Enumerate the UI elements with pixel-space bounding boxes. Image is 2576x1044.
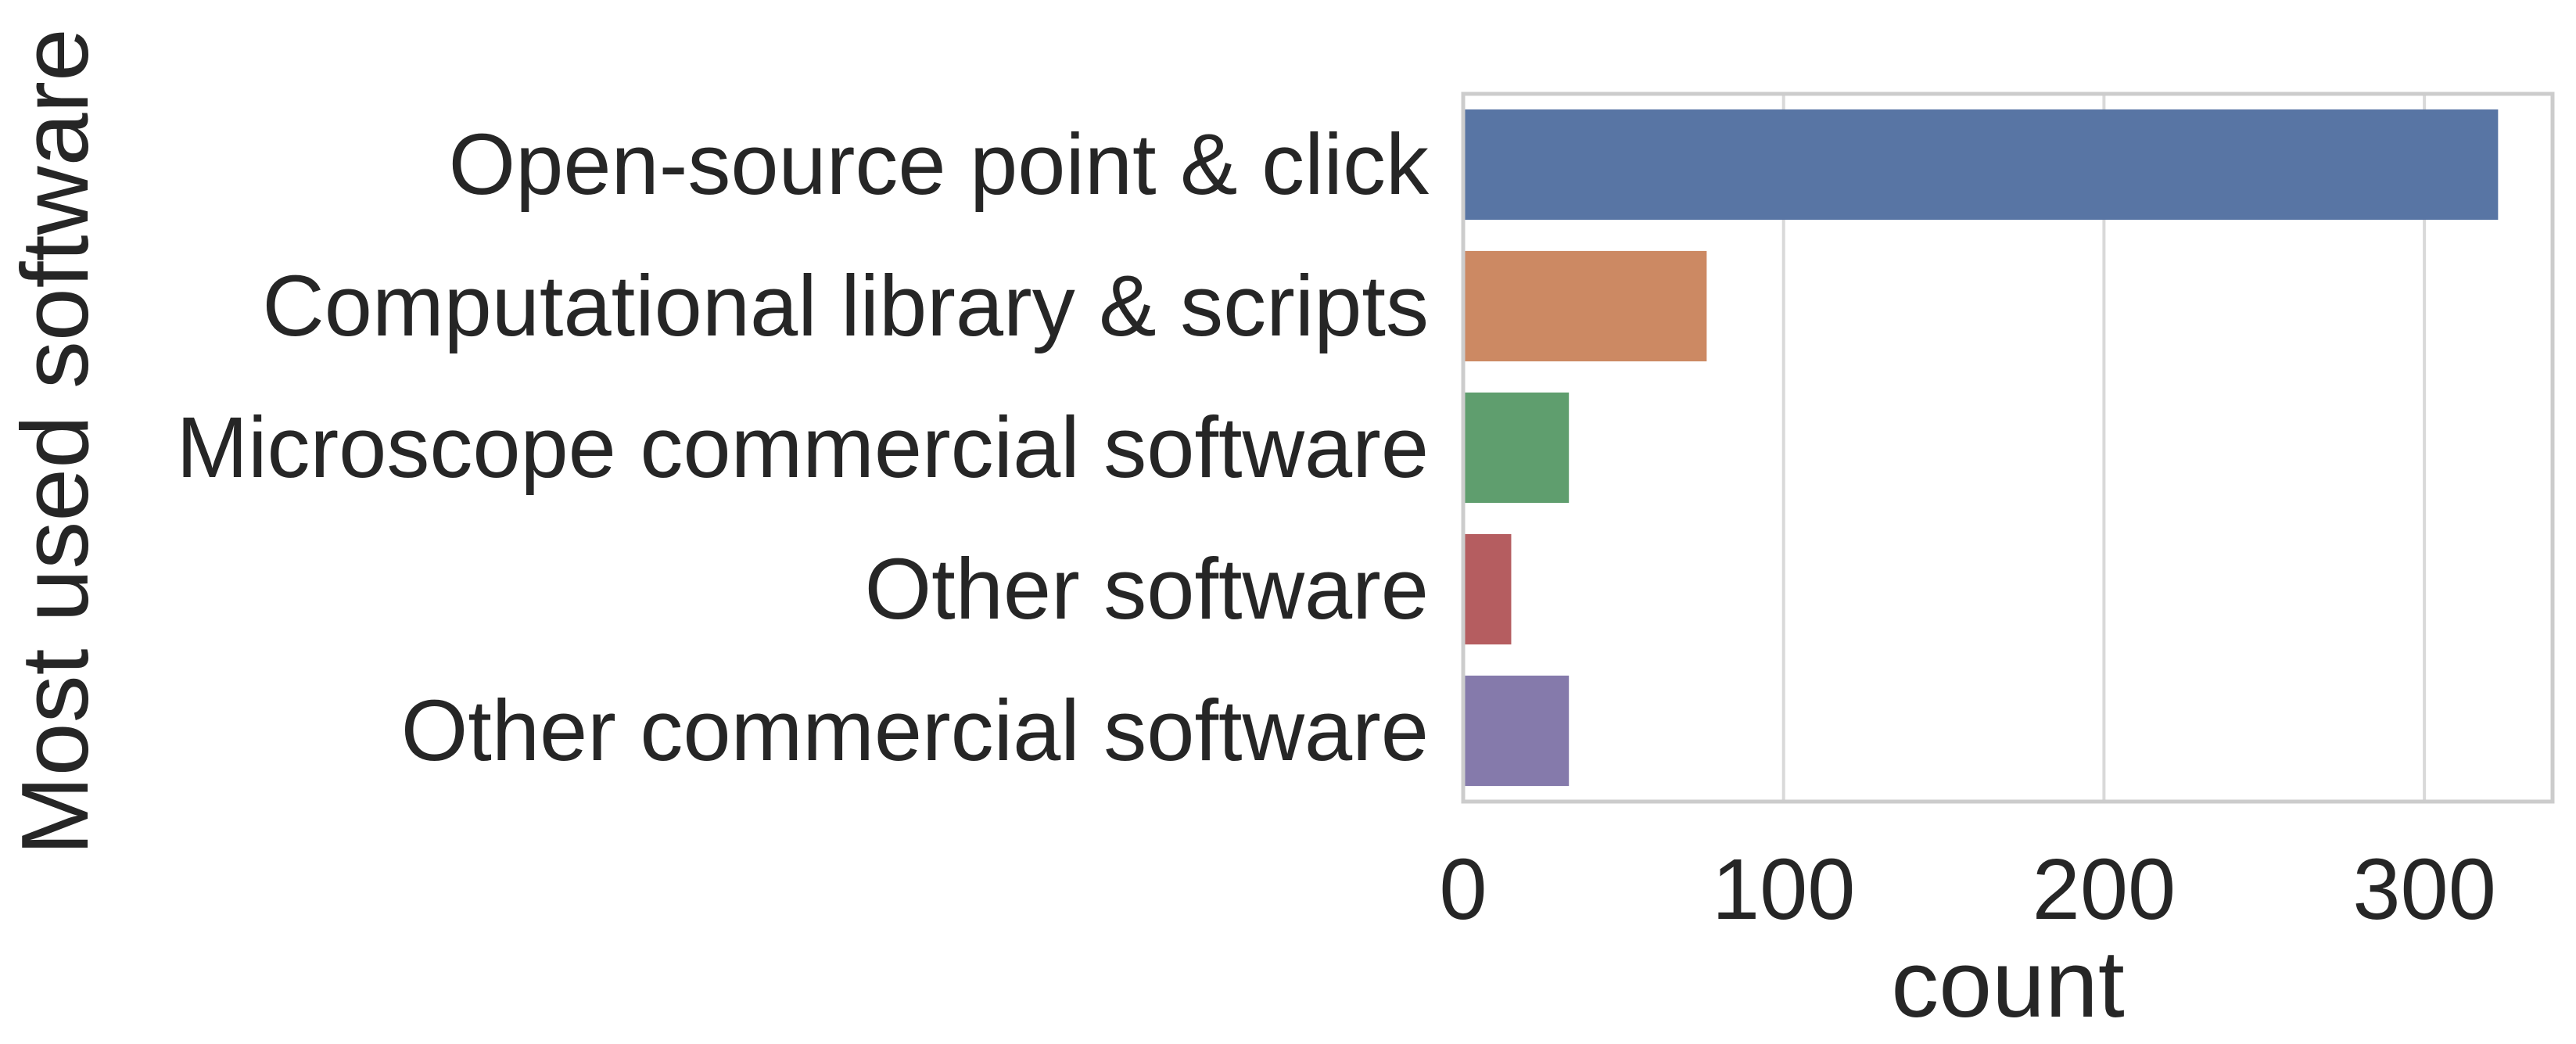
bar: [1463, 109, 2499, 221]
category-label: Microscope commercial software: [176, 400, 1429, 496]
category-label: Other commercial software: [401, 683, 1429, 779]
x-tick-label: 300: [2352, 841, 2496, 938]
bars: [1463, 109, 2499, 787]
bar: [1463, 392, 1570, 504]
bar: [1463, 533, 1512, 645]
y-axis-title: Most used software: [2, 28, 108, 856]
category-label: Other software: [865, 541, 1429, 637]
x-tick-labels: 0 100 200 300: [1439, 841, 2495, 938]
x-axis-title: count: [1891, 931, 2124, 1037]
category-label: Computational library & scripts: [262, 258, 1429, 354]
bar: [1463, 675, 1570, 787]
x-tick-label: 100: [1712, 841, 1856, 938]
x-tick-label: 0: [1439, 841, 1487, 938]
category-label: Open-source point & click: [449, 117, 1430, 213]
category-labels: Open-source point & click Computational l…: [176, 117, 1430, 779]
plot-frame: [1461, 91, 2555, 804]
bar: [1463, 250, 1707, 362]
x-tick-label: 200: [2032, 841, 2176, 938]
